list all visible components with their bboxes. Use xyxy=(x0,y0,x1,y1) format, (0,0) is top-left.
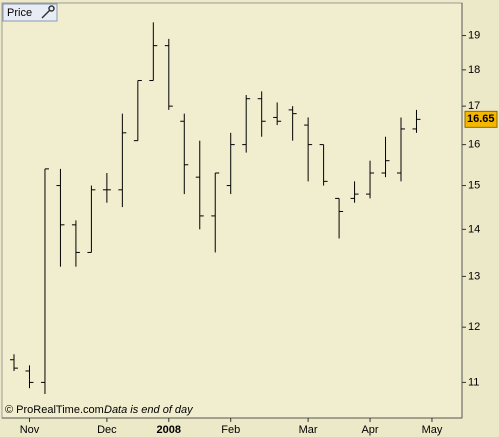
plot-area xyxy=(1,2,463,419)
note: Data is end of day xyxy=(104,404,194,416)
x-tick-label: 2008 xyxy=(157,424,181,436)
x-tick-label: Mar xyxy=(299,424,318,436)
x-tick-label: Dec xyxy=(97,424,117,436)
wrench-icon[interactable] xyxy=(41,5,55,19)
last-price-label: 16.65 xyxy=(467,113,495,125)
y-tick-label: 19 xyxy=(468,29,480,41)
y-tick-label: 14 xyxy=(468,223,480,235)
x-tick-label: Apr xyxy=(361,424,378,436)
y-tick-label: 11 xyxy=(468,376,479,388)
x-tick-label: May xyxy=(422,424,443,436)
chart-title: Price xyxy=(7,7,32,19)
footer: © ProRealTime.com xyxy=(5,404,104,416)
last-price-box xyxy=(464,110,498,128)
y-tick-label: 13 xyxy=(468,270,480,282)
x-tick-label: Feb xyxy=(221,424,240,436)
y-tick-label: 16 xyxy=(468,139,480,151)
y-tick-label: 18 xyxy=(468,64,480,76)
y-tick-label: 15 xyxy=(468,179,480,191)
x-tick-label: Nov xyxy=(20,424,40,436)
y-tick-label: 12 xyxy=(468,321,480,333)
y-tick-label: 17 xyxy=(468,100,480,112)
